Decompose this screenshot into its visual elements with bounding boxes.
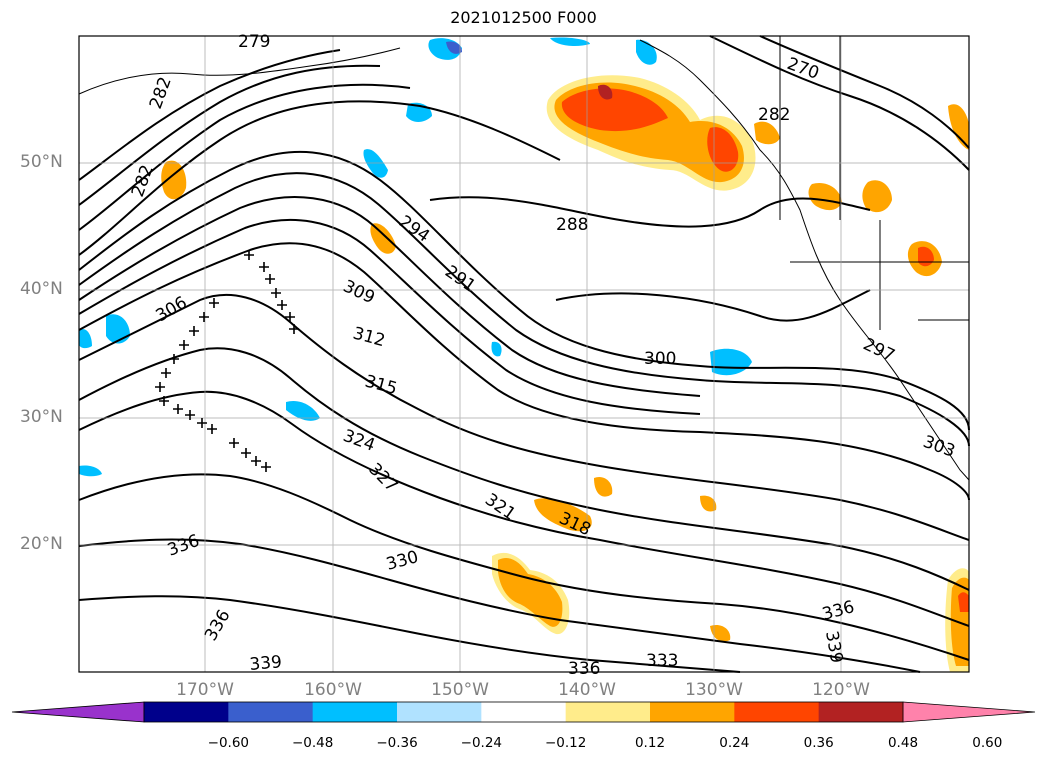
colorbar-segment: [818, 702, 904, 722]
colorbar-segment: [144, 702, 229, 722]
colorbar-tick-label: −0.60: [207, 735, 250, 751]
colorbar-segment: [312, 702, 398, 722]
colorbar-segment: [565, 702, 651, 722]
contour-label: 282: [758, 105, 790, 125]
plot-frame: [78, 35, 970, 673]
colorbar-segment: [397, 702, 482, 722]
colorbar-tick-label: −0.48: [291, 735, 334, 751]
contour-label: 336: [568, 659, 600, 679]
lon-label-150w: 150°W: [431, 680, 489, 700]
colorbar-tick-label: −0.36: [376, 735, 418, 751]
colorbar-tick-label: −0.24: [460, 735, 503, 751]
contour-label: 339: [249, 652, 283, 675]
colorbar-tick-label: 0.24: [719, 735, 750, 751]
colorbar: [11, 701, 1036, 723]
lat-label-40n: 40°N: [20, 279, 63, 299]
colorbar-tick-label: 0.60: [972, 735, 1003, 751]
colorbar-segment: [481, 702, 567, 722]
plus-markers: [155, 250, 299, 472]
contour-label: 333: [646, 651, 678, 671]
lon-label-140w: 140°W: [558, 680, 616, 700]
lon-label-170w: 170°W: [176, 680, 234, 700]
colorbar-tick-label: −0.12: [544, 735, 587, 751]
lon-label-120w: 120°W: [812, 680, 870, 700]
colorbar-tick-label: 0.48: [887, 735, 919, 751]
lat-label-30n: 30°N: [20, 407, 63, 427]
contour-label: 300: [644, 349, 676, 369]
lat-label-50n: 50°N: [20, 152, 63, 172]
lon-label-160w: 160°W: [304, 680, 362, 700]
colorbar-tick-label: 0.12: [634, 735, 666, 751]
graticule: [79, 36, 969, 672]
lon-label-130w: 130°W: [685, 680, 743, 700]
contour-label: 288: [556, 215, 588, 235]
contour-label: 279: [238, 32, 270, 52]
map-title: 2021012500 F000: [450, 8, 597, 27]
colorbar-tick-label: 0.36: [803, 735, 834, 751]
coastline: [78, 36, 970, 481]
contour-lines: [78, 35, 970, 673]
lat-label-20n: 20°N: [20, 534, 63, 554]
colorbar-segment: [650, 702, 735, 722]
colorbar-segment: [734, 702, 820, 722]
colorbar-segment: [228, 702, 314, 722]
